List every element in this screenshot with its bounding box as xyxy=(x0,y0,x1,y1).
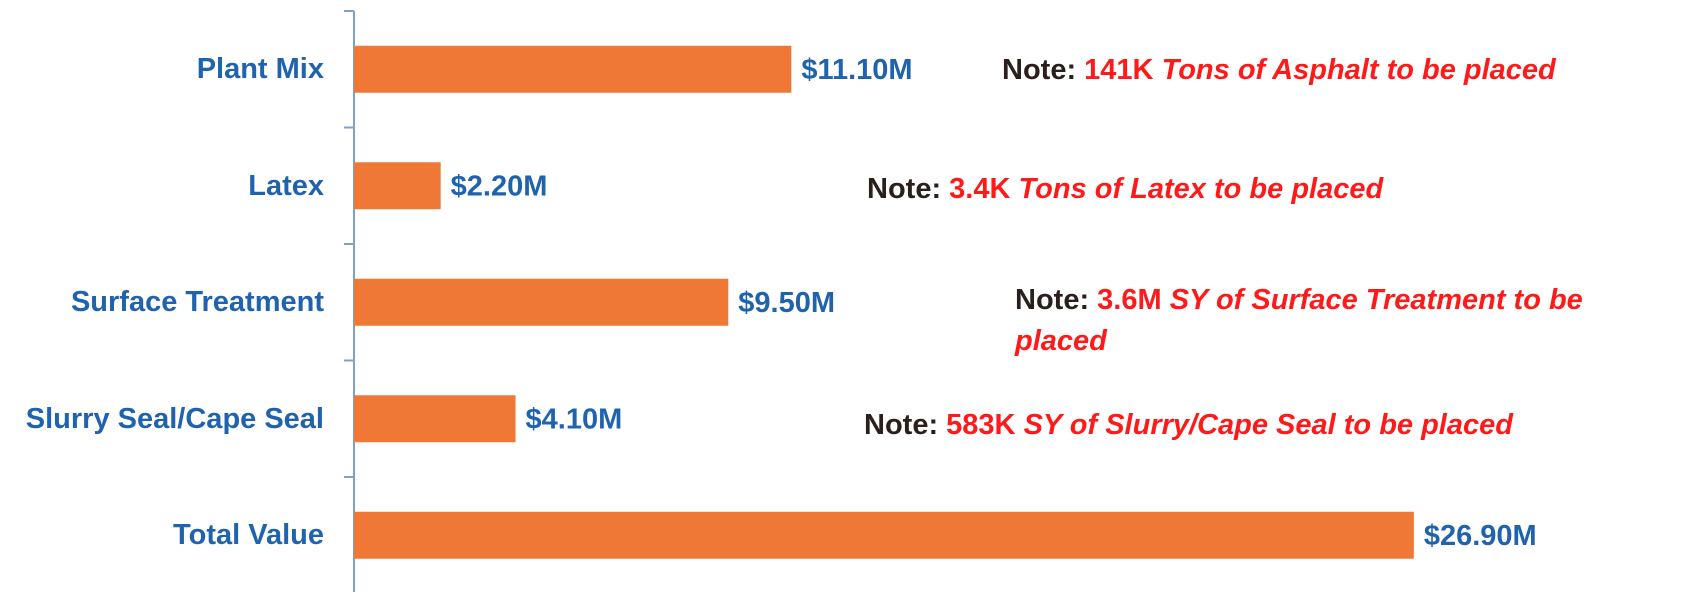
note-text: Tons of Latex to be placed xyxy=(1018,173,1384,205)
note: Note: 3.4K Tons of Latex to be placed xyxy=(867,169,1567,210)
note: Note: 141K Tons of Asphalt to be placed xyxy=(1002,50,1693,91)
note-prefix: Note: xyxy=(864,409,939,441)
category-label-box: Surface Treatment xyxy=(0,252,324,352)
category-label: Total Value xyxy=(173,519,324,552)
bar xyxy=(354,395,516,443)
note-amount: 141K xyxy=(1084,54,1154,86)
note-amount: 3.4K xyxy=(949,173,1011,205)
category-label: Plant Mix xyxy=(196,53,324,86)
note-text: SY of Surface Treatment to be placed xyxy=(1015,284,1583,357)
bar xyxy=(354,45,792,93)
category-label-box: Latex xyxy=(0,136,324,236)
note-text: Tons of Asphalt to be placed xyxy=(1161,54,1556,86)
note: Note: 583K SY of Slurry/Cape Seal to be … xyxy=(864,405,1544,446)
bar xyxy=(354,162,441,210)
note-amount: 3.6M xyxy=(1097,284,1162,316)
value-label: $2.20M xyxy=(451,170,548,202)
note-prefix: Note: xyxy=(1015,284,1090,316)
note-prefix: Note: xyxy=(1002,54,1077,86)
value-label: $4.10M xyxy=(526,403,623,435)
value-label: $9.50M xyxy=(738,287,835,319)
category-label-box: Plant Mix xyxy=(0,19,324,119)
note-text: SY of Slurry/Cape Seal to be placed xyxy=(1023,409,1513,441)
value-label: $26.90M xyxy=(1424,520,1537,552)
note-amount: 583K xyxy=(946,409,1016,441)
category-label: Latex xyxy=(248,169,324,202)
bar xyxy=(354,511,1414,559)
value-label: $11.10M xyxy=(801,54,912,86)
note-prefix: Note: xyxy=(867,173,942,205)
category-label-box: Total Value xyxy=(0,485,324,585)
category-label: Surface Treatment xyxy=(70,286,324,319)
note: Note: 3.6M SY of Surface Treatment to be… xyxy=(1015,280,1665,362)
category-label-box: Slurry Seal/Cape Seal xyxy=(0,369,324,469)
category-label: Slurry Seal/Cape Seal xyxy=(25,402,324,435)
bar xyxy=(354,278,729,326)
